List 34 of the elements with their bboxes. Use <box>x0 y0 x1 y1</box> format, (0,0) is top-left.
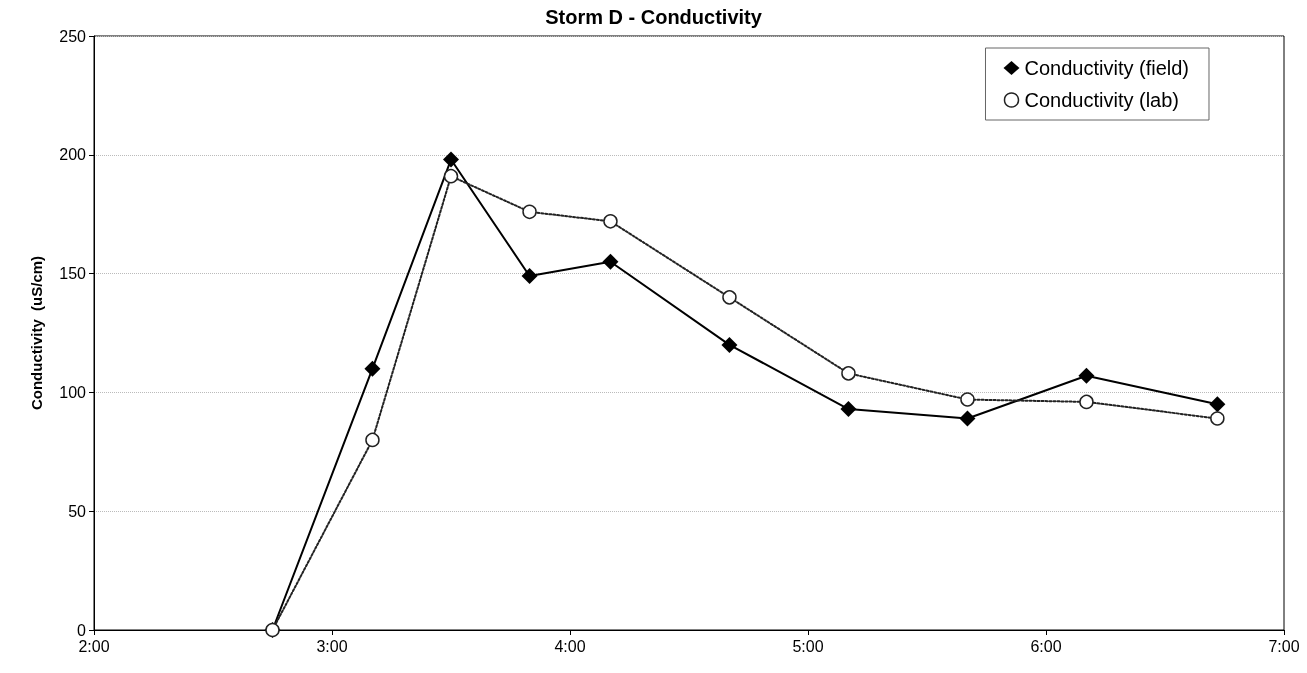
point <box>841 366 856 381</box>
point <box>840 401 857 418</box>
x-tick-label: 6:00 <box>1030 637 1062 655</box>
y-axis-title: Conductivity (uS/cm) <box>28 255 45 411</box>
y-tick-label: 150 <box>59 265 87 283</box>
x-tick-label: 2:00 <box>78 637 110 655</box>
point <box>960 392 975 407</box>
point <box>365 432 380 448</box>
point <box>1079 394 1094 410</box>
x-tick-label: 5:00 <box>792 637 824 655</box>
point <box>443 151 459 168</box>
point <box>603 214 618 229</box>
y-tick-label: 100 <box>59 383 87 401</box>
x-tick-label: 4:00 <box>554 637 586 655</box>
point <box>443 168 459 184</box>
x-tick-label: 7:00 <box>1268 637 1300 655</box>
y-tick-label: 50 <box>68 502 87 520</box>
legend-label: Conductivity (lab) <box>1024 89 1180 111</box>
point <box>721 336 738 353</box>
y-tick-label: 200 <box>59 146 87 164</box>
y-tick-label: 250 <box>59 27 87 45</box>
point <box>522 204 537 220</box>
point <box>521 267 538 284</box>
point <box>959 410 976 427</box>
point <box>1209 396 1226 413</box>
chart-title: Storm D - Conductivity <box>545 6 763 28</box>
point <box>722 290 737 305</box>
legend-label: Conductivity (field) <box>1024 57 1190 79</box>
y-tick-label: 0 <box>77 621 87 639</box>
point <box>364 360 381 377</box>
point <box>1078 367 1095 384</box>
x-tick-label: 3:00 <box>316 637 348 655</box>
point <box>602 253 619 270</box>
point <box>1210 411 1225 426</box>
